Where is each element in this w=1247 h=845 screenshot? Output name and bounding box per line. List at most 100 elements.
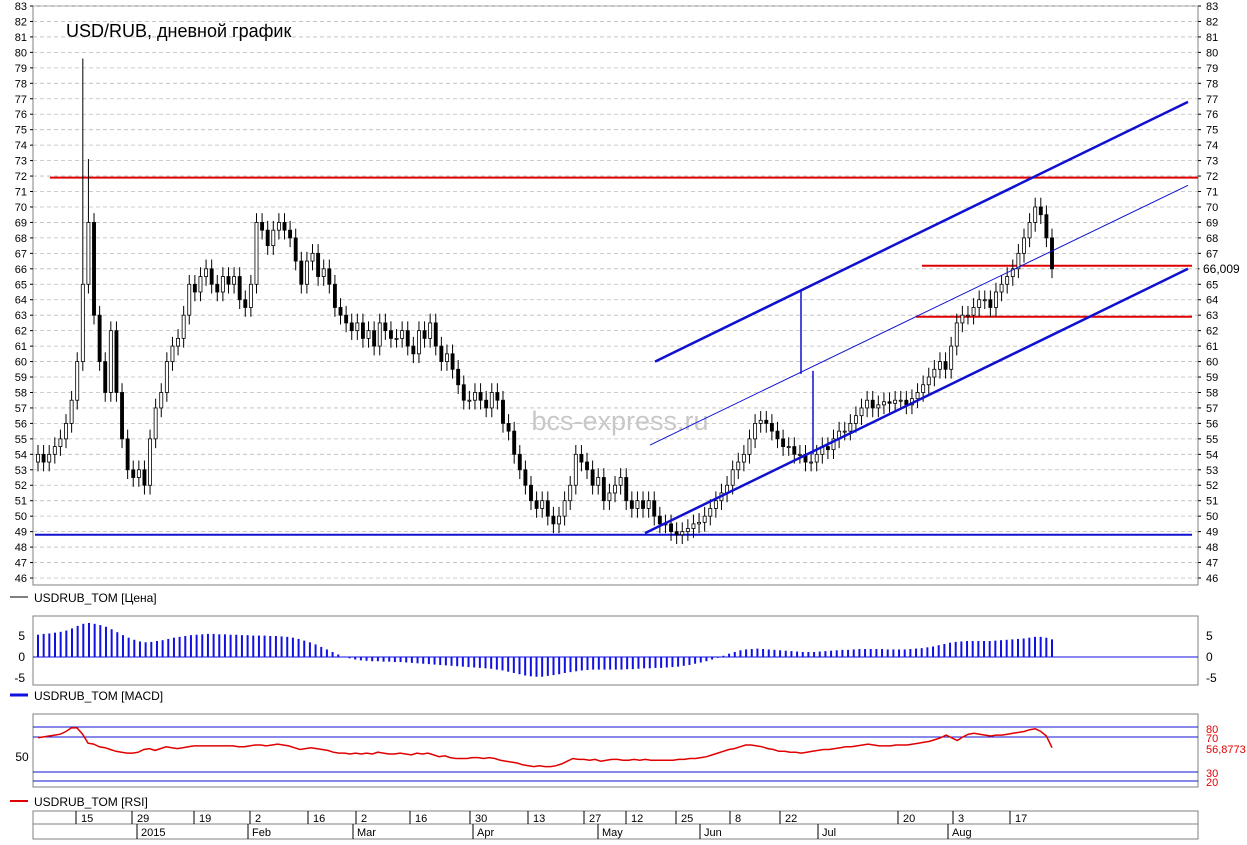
candle-body (338, 307, 343, 316)
candle-body (148, 438, 152, 486)
candle-body (635, 500, 640, 509)
candle-body (58, 438, 63, 447)
candle-body (781, 438, 786, 447)
candle-body (769, 423, 774, 432)
candle-body (355, 322, 360, 332)
rsi-line (37, 727, 1053, 768)
candle-body (607, 492, 612, 502)
candle-body (405, 330, 410, 347)
candle-body (372, 330, 377, 347)
candle-body (786, 446, 791, 448)
candle-body (36, 453, 40, 463)
candle-body (512, 430, 517, 455)
price-gridlines (32, 5, 1199, 586)
x-day-label: 16 (313, 813, 325, 825)
candle-body (304, 260, 309, 285)
rsi-legend-label: USDRUB_TOM [RSI] (34, 795, 148, 809)
candle-body (450, 353, 455, 370)
candle-body (192, 283, 197, 293)
x-month-label: Feb (252, 827, 271, 839)
candle-body (131, 469, 136, 478)
price-tick-label-right: 68 (1206, 233, 1218, 245)
price-tick-label-right: 65 (1206, 279, 1218, 291)
price-axis-left: 46 47 48 49 50 51 52 53 54 55 56 57 58 59 60 61 62 63 64 65… (15, 1, 33, 585)
candle-body (366, 330, 371, 339)
candle-body (966, 314, 970, 317)
candle-body (80, 283, 85, 362)
candle-body (814, 453, 819, 463)
price-tick-label-right: 76 (1206, 109, 1218, 121)
x-day-label: 12 (631, 813, 643, 825)
price-tick-label-right: 82 (1206, 16, 1218, 28)
x-day-label: 30 (475, 813, 487, 825)
candle-body (932, 368, 937, 378)
price-tick-label-left: 66 (15, 264, 27, 276)
candle-body (618, 477, 623, 486)
candle-body (1005, 276, 1010, 285)
candle-body (260, 222, 265, 231)
candle-body (960, 314, 965, 324)
candle-body (187, 283, 192, 316)
trend-channel (644, 100, 1189, 535)
candle-body (293, 237, 298, 262)
price-tick-label-right: 77 (1206, 94, 1218, 106)
price-tick-label-left: 83 (15, 1, 27, 13)
candle-body (842, 430, 847, 433)
candle-body (265, 229, 270, 247)
candle-body (585, 461, 589, 471)
macd-tick-right: -5 (1206, 671, 1217, 685)
candle-body (977, 299, 982, 308)
price-tick-label-left: 60 (15, 357, 27, 369)
candle-body (467, 399, 472, 402)
price-tick-label-left: 74 (15, 140, 27, 152)
candle-body (797, 453, 802, 456)
candle-body (310, 252, 315, 262)
price-tick-label-right: 73 (1206, 156, 1218, 168)
price-axis-right: 46 47 48 49 50 51 52 53 54 55 56 57 58 59 60 61 62 63 64 65… (1198, 1, 1218, 585)
candle-body (478, 392, 483, 401)
x-day-label: 17 (1015, 813, 1027, 825)
price-tick-label-left: 46 (15, 573, 27, 585)
candle-body (299, 260, 304, 285)
x-day-label: 22 (785, 813, 797, 825)
x-month-label: Aug (952, 827, 972, 839)
trend-lower-line (644, 267, 1189, 535)
macd-legend-label: USDRUB_TOM [MACD] (34, 689, 163, 703)
last-price-box (1199, 261, 1247, 277)
price-tick-label-left: 50 (15, 511, 27, 523)
price-tick-label-right: 75 (1206, 125, 1218, 137)
candle-body (417, 330, 421, 355)
rsi-right-label: 56,8773 (1206, 744, 1246, 756)
price-tick-label-left: 76 (15, 109, 27, 121)
x-month-label: Jun (704, 827, 722, 839)
last-price-label: 66,009 (1199, 261, 1247, 277)
rsi-tick-left: 50 (15, 750, 29, 764)
candle-body (209, 268, 214, 285)
candle-body (949, 345, 954, 370)
candle-body (125, 438, 130, 471)
candle-body (557, 515, 561, 525)
candle-body (248, 283, 253, 308)
candle-body (349, 322, 354, 332)
candle-body (859, 407, 864, 417)
price-tick-label-left: 70 (15, 202, 27, 214)
candle-body (870, 399, 875, 409)
candle-body (473, 392, 477, 401)
price-tick-label-left: 79 (15, 63, 27, 75)
candle-body (792, 446, 797, 455)
candle-body (938, 361, 942, 370)
rsi-right-label: 70 (1206, 733, 1218, 745)
price-tick-label-right: 53 (1206, 465, 1218, 477)
price-tick-label-right: 55 (1206, 434, 1218, 446)
candle-body (775, 430, 780, 440)
candle-body (613, 484, 617, 494)
price-legend-label: USDRUB_TOM [Цена] (34, 591, 157, 605)
candle-body (865, 399, 870, 409)
horizontal-levels (35, 176, 1198, 536)
price-tick-label-right: 74 (1206, 140, 1218, 152)
candle-body (422, 330, 427, 339)
candle-body (831, 438, 836, 451)
price-tick-label-right: 71 (1206, 187, 1218, 199)
candle-body (120, 392, 124, 440)
